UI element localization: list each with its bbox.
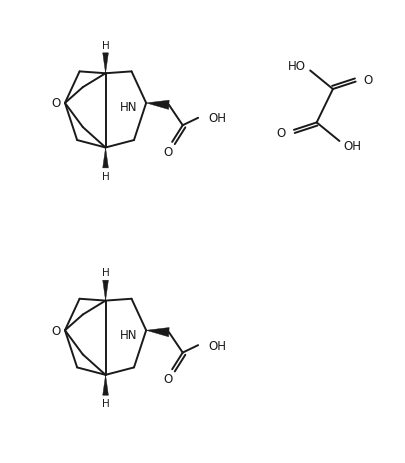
Text: O: O	[163, 372, 172, 385]
Text: O: O	[163, 145, 172, 158]
Text: HN: HN	[120, 328, 137, 341]
Text: H: H	[101, 41, 109, 51]
Polygon shape	[102, 148, 108, 169]
Text: O: O	[51, 97, 60, 110]
Polygon shape	[102, 375, 108, 395]
Text: HN: HN	[120, 101, 137, 114]
Text: OH: OH	[208, 339, 226, 352]
Text: H: H	[101, 171, 109, 181]
Polygon shape	[102, 281, 108, 301]
Polygon shape	[146, 101, 169, 110]
Polygon shape	[102, 54, 108, 74]
Text: OH: OH	[343, 140, 360, 153]
Text: O: O	[51, 324, 60, 337]
Text: HO: HO	[288, 60, 305, 73]
Polygon shape	[146, 328, 169, 337]
Text: OH: OH	[208, 112, 226, 125]
Text: H: H	[101, 268, 109, 278]
Text: O: O	[363, 74, 372, 87]
Text: O: O	[276, 126, 285, 139]
Text: H: H	[101, 398, 109, 408]
